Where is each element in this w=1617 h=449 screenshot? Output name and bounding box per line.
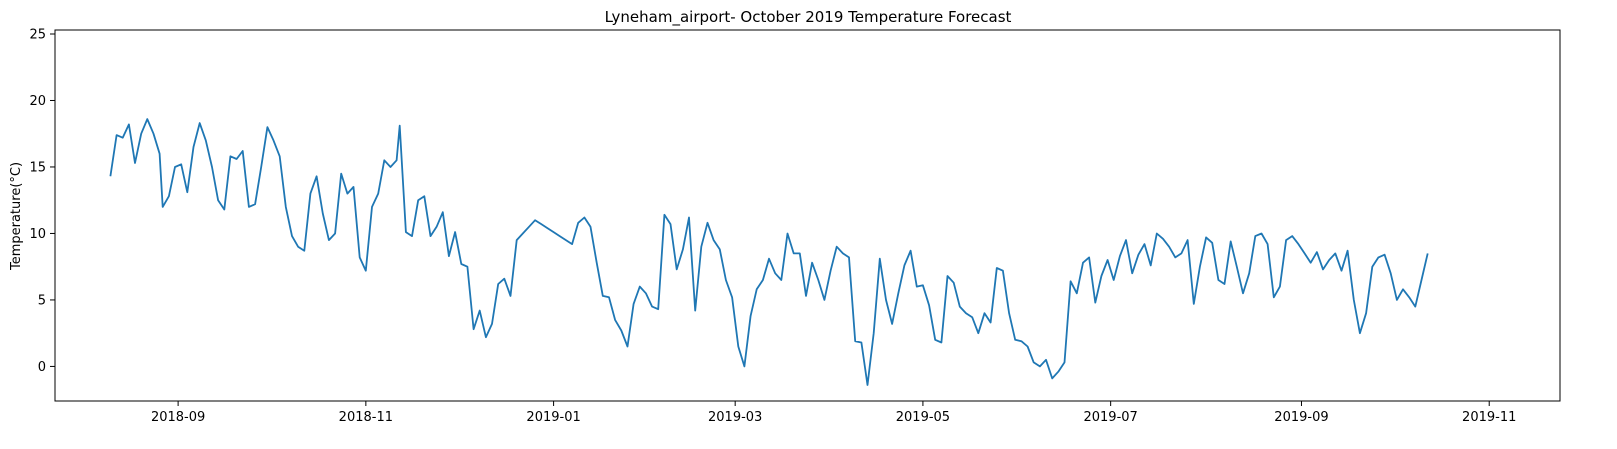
x-tick-label: 2019-11 xyxy=(1462,410,1516,425)
x-tick-label: 2018-09 xyxy=(151,410,205,425)
y-tick-label: 0 xyxy=(38,360,46,375)
x-tick-label: 2019-07 xyxy=(1083,410,1137,425)
x-tick-label: 2019-09 xyxy=(1274,410,1328,425)
y-tick-label: 20 xyxy=(29,94,46,109)
x-tick-label: 2018-11 xyxy=(339,410,393,425)
x-tick-label: 2019-03 xyxy=(708,410,762,425)
plot-area: 2018-09 2018-11 2019-01 2019-03 2019-05 2019-… xyxy=(29,27,1561,425)
y-axis-label: Temperature(°C) xyxy=(9,162,24,271)
y-tick-label: 5 xyxy=(38,293,46,308)
series-line-0 xyxy=(109,118,1429,386)
plot-frame xyxy=(54,29,1561,402)
x-tick-label: 2019-05 xyxy=(896,410,950,425)
y-tick-label: 10 xyxy=(29,227,46,242)
chart-title: Lyneham_airport- October 2019 Temperatur… xyxy=(605,8,1012,27)
x-tick-label: 2019-01 xyxy=(526,410,580,425)
y-tick-label: 15 xyxy=(29,160,46,175)
y-tick-label: 25 xyxy=(29,27,46,42)
